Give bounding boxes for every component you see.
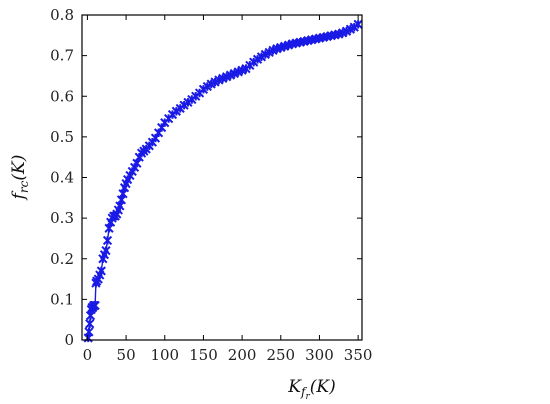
y-tick-label: 0.7 [50, 47, 74, 65]
data-point [210, 77, 220, 87]
data-point [256, 52, 267, 62]
y-axis-title-sub: rc [17, 180, 31, 193]
data-point [206, 79, 216, 89]
y-tick-label: 0.2 [50, 250, 74, 268]
y-tick-label: 0.6 [50, 87, 74, 105]
data-point [353, 19, 363, 29]
series-marks [83, 19, 363, 343]
data-point [90, 300, 100, 311]
x-axis-title-sub: f [300, 385, 308, 399]
y-axis-title: frc(K) [9, 155, 31, 202]
x-tick-label: 200 [228, 346, 257, 364]
x-tick-label: 150 [189, 346, 218, 364]
y-tick-label: 0.8 [50, 6, 74, 24]
y-tick-label: 0.3 [50, 209, 74, 227]
data-point [260, 49, 270, 60]
data-point [101, 246, 111, 256]
data-point [264, 47, 274, 57]
data-point [345, 24, 356, 34]
x-tick-label: 300 [305, 346, 334, 364]
x-axis-title: Kfr(K) [287, 377, 335, 402]
x-axis-title-main: K [287, 377, 302, 397]
data-point [102, 235, 113, 246]
x-axis-title-subsub: r [305, 392, 310, 402]
x-tick-label: 0 [83, 346, 93, 364]
data-point [84, 327, 94, 337]
y-tick-label: 0.5 [50, 128, 74, 146]
x-tick-label: 250 [266, 346, 295, 364]
axis-ticks [82, 14, 362, 341]
y-tick-label: 0.1 [50, 290, 74, 308]
data-point [85, 319, 95, 329]
x-tick-label: 50 [117, 346, 136, 364]
data-point [202, 81, 212, 92]
data-point [96, 266, 106, 276]
x-tick-label: 350 [344, 346, 373, 364]
y-axis-title-main: f [9, 190, 29, 201]
y-tick-label: 0.4 [50, 169, 74, 187]
x-tick-label: 100 [150, 346, 179, 364]
tick-labels: 0 50 100 150 200 250 300 350 0 0.1 0.2 0.3 0.4 0.5 0.6… [50, 6, 372, 364]
data-point [252, 54, 263, 64]
y-tick-label: 0 [64, 331, 74, 349]
y-axis-title-rest: (K) [9, 155, 29, 181]
data-point [341, 26, 352, 36]
x-axis-title-rest: (K) [310, 377, 336, 397]
plot-frame [81, 14, 363, 341]
